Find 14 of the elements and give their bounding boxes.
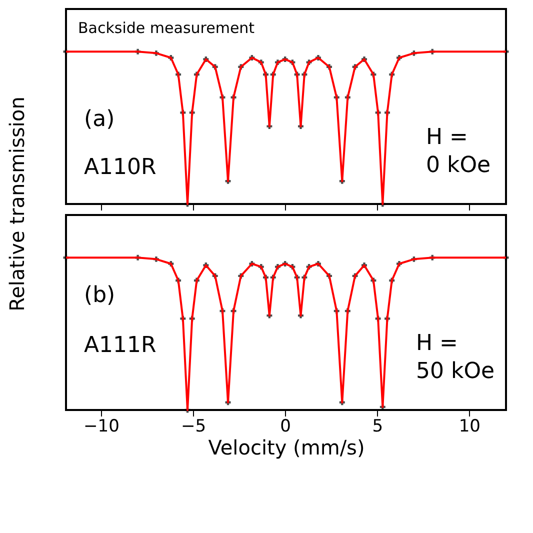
x-tick-label: 10 — [458, 416, 480, 436]
x-tick-label: 0 — [280, 416, 291, 436]
annotation: H = 50 kOe — [416, 331, 495, 384]
text: Backside measurement — [78, 19, 255, 37]
annotation: H = 0 kOe — [426, 125, 491, 178]
x-tick-label: −10 — [84, 416, 120, 436]
annotation: A110R — [84, 155, 156, 180]
x-axis-title: Velocity (mm/s) — [208, 436, 365, 460]
annotation: A111R — [84, 333, 156, 358]
annotation: (b) — [84, 283, 116, 308]
x-tick-label: 5 — [372, 416, 384, 436]
annotation: (a) — [84, 107, 115, 132]
y-axis-title: Relative transmission — [5, 96, 29, 312]
x-tick-label: −5 — [181, 416, 206, 436]
